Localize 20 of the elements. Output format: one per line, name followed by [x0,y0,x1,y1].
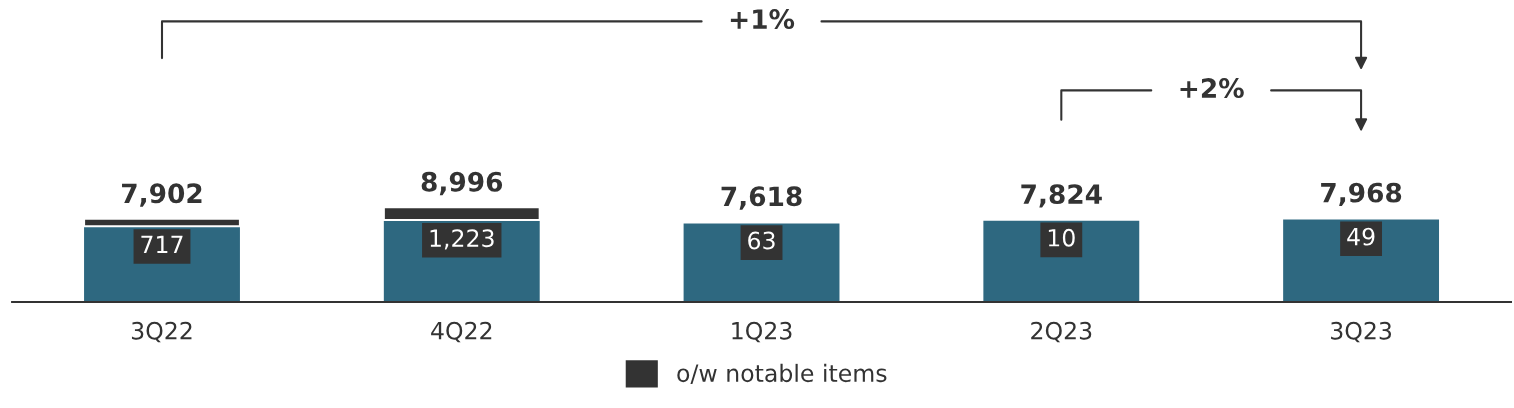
data-label: 1,223 [430,229,494,250]
data-label: 63 [748,231,775,250]
total-label: 7,968 [1321,182,1402,206]
x-tick-label: 1Q23 [732,321,792,343]
x-tick-label: 3Q22 [131,321,192,343]
bar [983,219,1140,302]
data-label: 49 [1347,227,1375,246]
text: +2% [1180,78,1244,99]
text: +1% [730,9,795,30]
total-label: 7,618 [721,186,802,210]
total-label: 8,996 [421,171,503,196]
legend-label: o/w notable items [677,363,887,384]
total-label: 7,902 [122,183,202,207]
x-tick-label: 4Q22 [431,321,492,343]
x-tick-label: 2Q23 [1031,321,1092,343]
total-label: 7,824 [1021,184,1102,208]
bar [1283,218,1440,302]
x-tick-label: 3Q23 [1331,321,1392,343]
data-label: 717 [141,235,183,253]
data-label: 10 [1048,228,1075,247]
